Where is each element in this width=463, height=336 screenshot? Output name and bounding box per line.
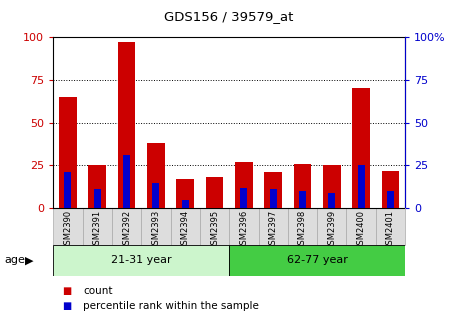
Bar bbox=[94, 190, 101, 208]
Text: percentile rank within the sample: percentile rank within the sample bbox=[83, 301, 259, 311]
Bar bbox=[317, 208, 346, 245]
Bar bbox=[82, 208, 112, 245]
Bar bbox=[235, 162, 253, 208]
Text: ■: ■ bbox=[63, 301, 72, 311]
Text: GSM2396: GSM2396 bbox=[239, 210, 248, 250]
Bar bbox=[118, 42, 135, 208]
Text: GSM2398: GSM2398 bbox=[298, 210, 307, 250]
Bar bbox=[269, 190, 277, 208]
Bar bbox=[147, 143, 165, 208]
Bar bbox=[229, 208, 258, 245]
Bar bbox=[328, 193, 335, 208]
Bar bbox=[323, 166, 341, 208]
Bar bbox=[112, 208, 141, 245]
Bar bbox=[200, 208, 229, 245]
Bar bbox=[59, 97, 77, 208]
Bar bbox=[53, 208, 82, 245]
Text: GSM2401: GSM2401 bbox=[386, 210, 395, 250]
Text: GSM2394: GSM2394 bbox=[181, 210, 190, 250]
Bar bbox=[123, 155, 130, 208]
Text: GDS156 / 39579_at: GDS156 / 39579_at bbox=[164, 10, 294, 23]
Bar bbox=[352, 88, 370, 208]
Bar bbox=[357, 166, 365, 208]
Bar bbox=[152, 183, 159, 208]
Bar bbox=[346, 208, 376, 245]
Text: GSM2390: GSM2390 bbox=[63, 210, 72, 250]
Text: ▶: ▶ bbox=[25, 255, 34, 265]
Text: GSM2395: GSM2395 bbox=[210, 210, 219, 250]
Bar bbox=[264, 172, 282, 208]
Bar bbox=[387, 191, 394, 208]
Text: ■: ■ bbox=[63, 286, 72, 296]
Bar bbox=[299, 191, 306, 208]
Bar bbox=[382, 171, 399, 208]
Bar bbox=[229, 245, 405, 276]
Text: age: age bbox=[5, 255, 25, 265]
Bar bbox=[206, 177, 223, 208]
Text: 21-31 year: 21-31 year bbox=[111, 255, 171, 265]
Text: GSM2400: GSM2400 bbox=[357, 210, 366, 250]
Bar bbox=[258, 208, 288, 245]
Bar bbox=[53, 245, 229, 276]
Bar bbox=[170, 208, 200, 245]
Bar bbox=[376, 208, 405, 245]
Bar bbox=[64, 172, 71, 208]
Bar bbox=[176, 179, 194, 208]
Bar bbox=[288, 208, 317, 245]
Text: GSM2397: GSM2397 bbox=[269, 210, 278, 250]
Bar bbox=[294, 164, 311, 208]
Bar bbox=[240, 188, 247, 208]
Text: GSM2391: GSM2391 bbox=[93, 210, 102, 250]
Text: GSM2392: GSM2392 bbox=[122, 210, 131, 250]
Text: count: count bbox=[83, 286, 113, 296]
Bar bbox=[88, 166, 106, 208]
Text: 62-77 year: 62-77 year bbox=[287, 255, 348, 265]
Bar bbox=[141, 208, 170, 245]
Text: GSM2393: GSM2393 bbox=[151, 210, 160, 250]
Text: GSM2399: GSM2399 bbox=[327, 210, 336, 250]
Bar bbox=[181, 200, 189, 208]
